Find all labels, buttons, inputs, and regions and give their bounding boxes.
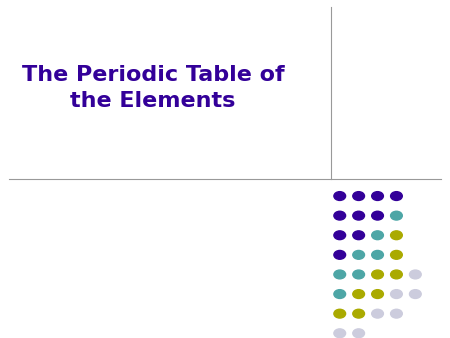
Circle shape	[391, 211, 402, 220]
Circle shape	[334, 329, 346, 338]
Circle shape	[372, 309, 383, 318]
Circle shape	[372, 231, 383, 240]
Circle shape	[391, 250, 402, 259]
Circle shape	[410, 290, 421, 298]
Circle shape	[372, 290, 383, 298]
Circle shape	[353, 290, 364, 298]
Circle shape	[334, 231, 346, 240]
Circle shape	[391, 309, 402, 318]
Circle shape	[353, 329, 364, 338]
Text: The Periodic Table of
the Elements: The Periodic Table of the Elements	[22, 65, 284, 111]
Circle shape	[334, 309, 346, 318]
Circle shape	[372, 192, 383, 200]
Circle shape	[391, 270, 402, 279]
Circle shape	[391, 290, 402, 298]
Circle shape	[410, 270, 421, 279]
Circle shape	[353, 270, 364, 279]
Circle shape	[353, 192, 364, 200]
Circle shape	[372, 250, 383, 259]
Circle shape	[372, 270, 383, 279]
Circle shape	[353, 211, 364, 220]
Circle shape	[334, 211, 346, 220]
Circle shape	[372, 211, 383, 220]
Circle shape	[391, 231, 402, 240]
Circle shape	[353, 309, 364, 318]
Circle shape	[391, 192, 402, 200]
Circle shape	[353, 231, 364, 240]
Circle shape	[334, 290, 346, 298]
Circle shape	[334, 270, 346, 279]
Circle shape	[334, 192, 346, 200]
Circle shape	[334, 250, 346, 259]
Circle shape	[353, 250, 364, 259]
